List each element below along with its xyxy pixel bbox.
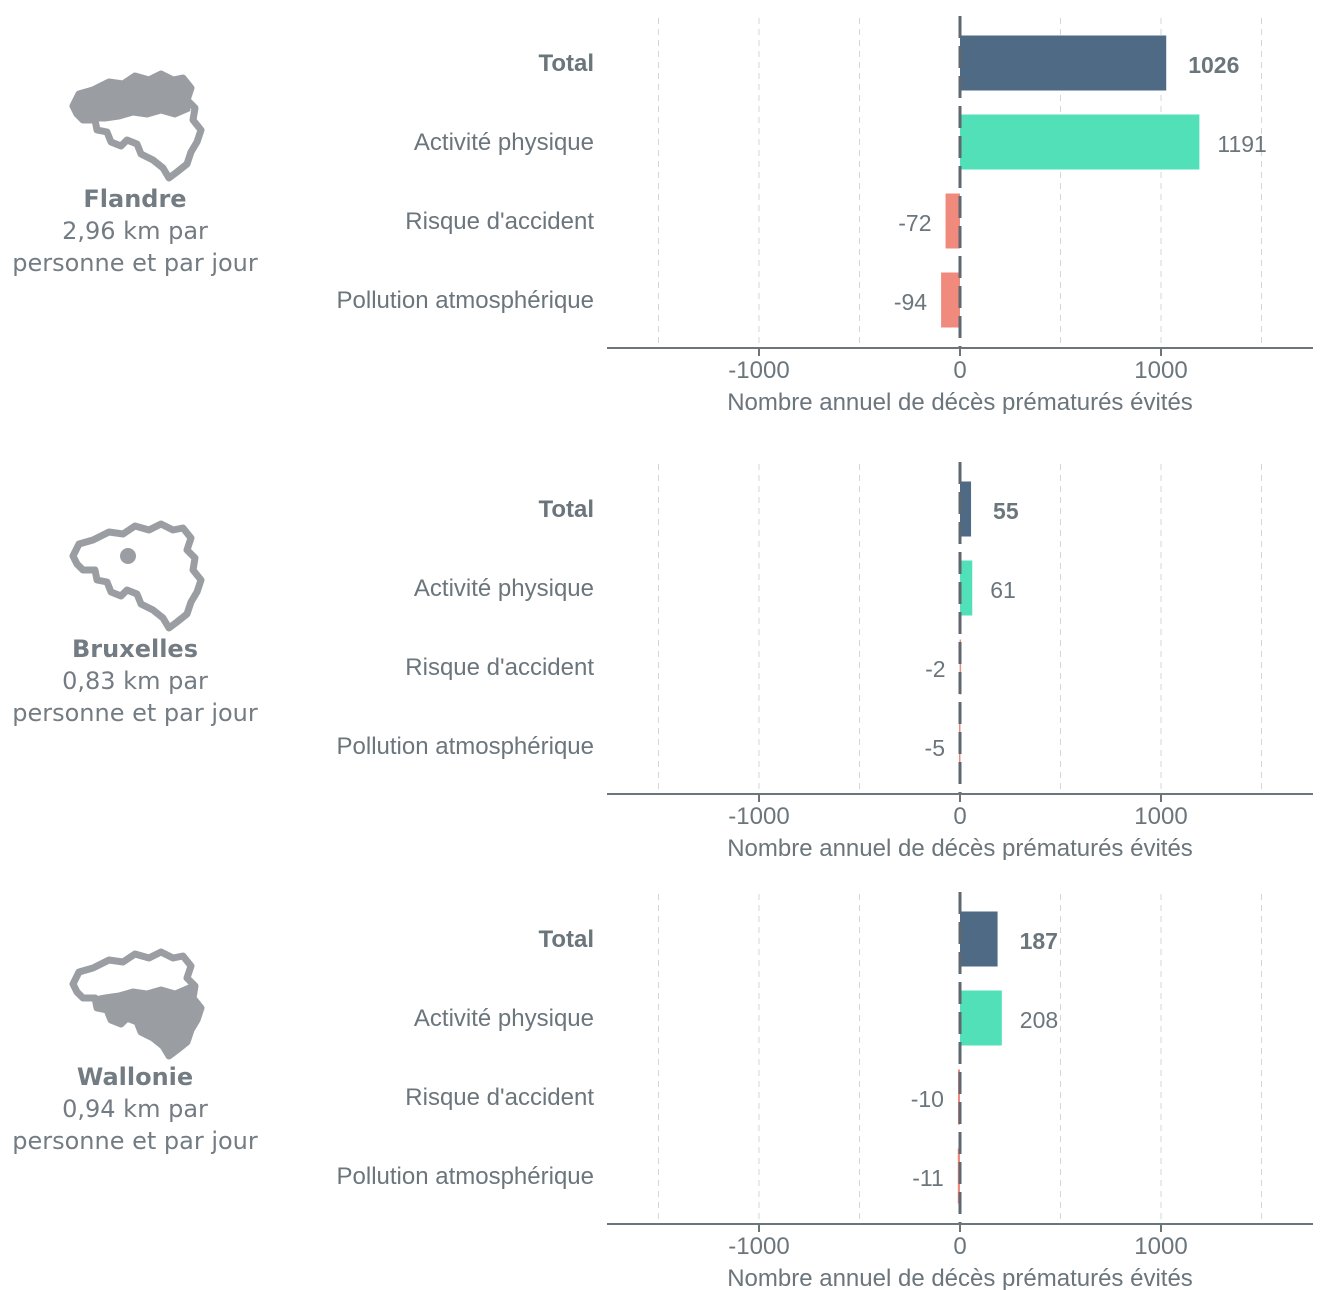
value-label: -11 <box>912 1165 944 1191</box>
region-distance-line: personne et par jour <box>12 249 258 277</box>
bar-chart: Total 1026 Activité physique 1191 Risque d'a… <box>337 16 1313 414</box>
bar-2 <box>957 1069 960 1125</box>
category-label: Risque d'accident <box>405 1084 594 1111</box>
bar-0 <box>960 911 998 967</box>
value-label: -2 <box>925 656 945 682</box>
region-name: Bruxelles <box>72 635 198 663</box>
category-label: Total <box>538 50 594 77</box>
x-tick-label: 1000 <box>1134 803 1187 830</box>
region-distance-line: personne et par jour <box>12 699 258 727</box>
x-tick-label: 1000 <box>1134 1233 1187 1260</box>
x-tick-label: -1000 <box>728 803 789 830</box>
chart-panel-wallonie: Wallonie 0,94 km par personne et par jour T… <box>0 876 1322 1290</box>
category-label: Pollution atmosphérique <box>337 733 595 760</box>
category-label: Risque d'accident <box>405 654 594 681</box>
bar-1 <box>960 114 1200 170</box>
category-label: Pollution atmosphérique <box>337 287 595 314</box>
x-tick-label: -1000 <box>728 357 789 384</box>
x-tick-label: 0 <box>953 357 966 384</box>
category-label: Pollution atmosphérique <box>337 1163 595 1190</box>
belgium-map-flanders-icon <box>69 70 205 182</box>
category-label: Activité physique <box>414 129 594 156</box>
bar-1 <box>960 990 1002 1046</box>
bar-2 <box>945 193 960 249</box>
x-axis-title: Nombre annuel de décès prématurés évités <box>727 835 1193 860</box>
belgium-map-brussels-icon <box>69 520 205 632</box>
category-label: Activité physique <box>414 1005 594 1032</box>
bar-chart: Total 187 Activité physique 208 Risque d'acc… <box>337 892 1313 1290</box>
bar-1 <box>960 560 973 616</box>
category-label: Risque d'accident <box>405 208 594 235</box>
region-name: Wallonie <box>76 1063 194 1091</box>
bar-3 <box>941 272 960 328</box>
value-label: -10 <box>911 1086 944 1112</box>
belgium-outline <box>69 70 205 182</box>
wallonia-fill <box>93 984 203 1058</box>
x-tick-label: 1000 <box>1134 357 1187 384</box>
category-label: Activité physique <box>414 575 594 602</box>
value-label: 61 <box>990 577 1016 603</box>
value-label: 208 <box>1020 1007 1058 1033</box>
value-label: 187 <box>1020 928 1058 954</box>
value-label: 55 <box>993 498 1019 524</box>
bar-2 <box>959 639 962 695</box>
chart-panel-flandre: Flandre 2,96 km par personne et par jour To… <box>0 0 1322 414</box>
region-distance-line: 0,94 km par <box>62 1095 208 1123</box>
belgium-outline <box>69 520 205 632</box>
bar-0 <box>960 35 1167 91</box>
belgium-outline <box>69 948 205 1060</box>
region-distance-line: personne et par jour <box>12 1127 258 1155</box>
belgium-map-wallonia-icon <box>69 948 205 1060</box>
x-tick-label: 0 <box>953 1233 966 1260</box>
x-axis-title: Nombre annuel de décès prématurés évités <box>727 389 1193 414</box>
region-info: Flandre 2,96 km par personne et par jour <box>0 68 270 279</box>
brussels-dot <box>120 548 136 564</box>
x-axis-title: Nombre annuel de décès prématurés évités <box>727 1265 1193 1290</box>
bar-chart: Total 55 Activité physique 61 Risque d'accid… <box>337 462 1313 860</box>
bar-0 <box>960 481 972 537</box>
category-label: Total <box>538 496 594 523</box>
region-info: Wallonie 0,94 km par personne et par jour <box>0 946 270 1157</box>
region-name: Flandre <box>83 185 187 213</box>
x-tick-label: -1000 <box>728 1233 789 1260</box>
value-label: 1191 <box>1217 131 1266 157</box>
category-label: Total <box>538 926 594 953</box>
region-distance-line: 0,83 km par <box>62 667 208 695</box>
chart-panel-bruxelles: Bruxelles 0,83 km par personne et par jour… <box>0 446 1322 860</box>
region-distance-line: 2,96 km par <box>62 217 208 245</box>
value-label: -94 <box>894 289 927 315</box>
value-label: -5 <box>925 735 945 761</box>
value-label: -72 <box>898 210 931 236</box>
region-info: Bruxelles 0,83 km par personne et par jour <box>0 518 270 729</box>
x-tick-label: 0 <box>953 803 966 830</box>
value-label: 1026 <box>1188 52 1239 78</box>
